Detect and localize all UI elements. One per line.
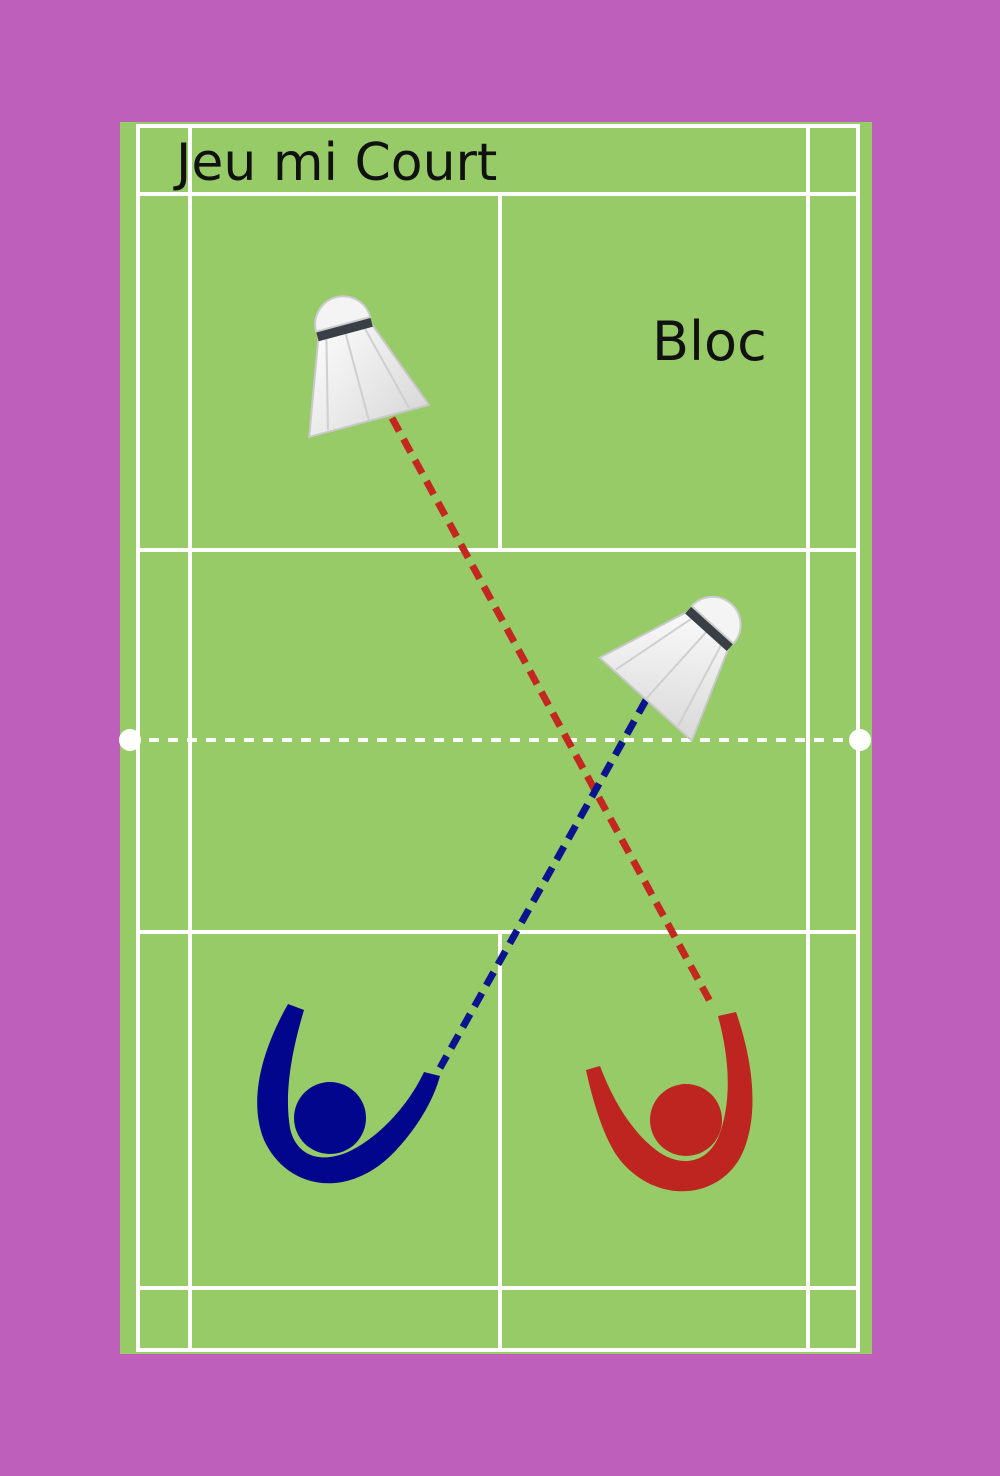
net [119,729,871,751]
red-player [586,1012,753,1192]
diagram-title: Jeu mi Court [173,133,497,193]
zone-label-bloc: Bloc [652,310,767,373]
red-trajectory [388,416,716,1007]
blue-player [257,1004,440,1184]
